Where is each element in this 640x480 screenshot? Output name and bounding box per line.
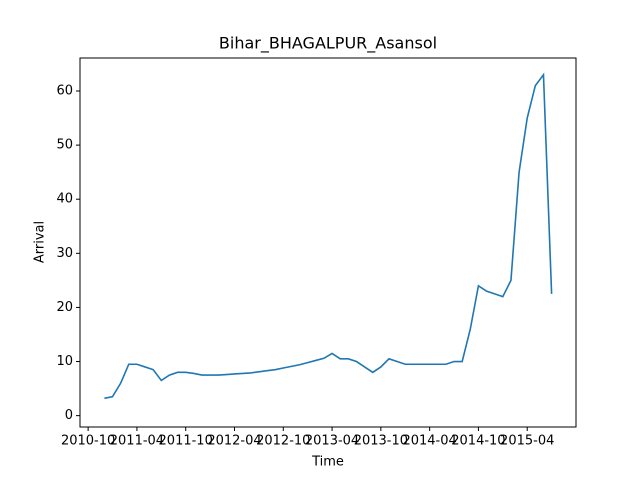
y-tick-label: 20 — [56, 300, 73, 315]
y-tick-label: 30 — [56, 246, 73, 261]
x-tick-label: 2014-04 — [402, 434, 456, 449]
x-tick-label: 2011-10 — [159, 434, 213, 449]
x-tick-label: 2010-10 — [61, 434, 115, 449]
data-line — [104, 72, 553, 400]
x-axis-label: Time — [311, 455, 344, 470]
y-tick-label: 40 — [56, 192, 73, 207]
y-axis-label: Arrival — [33, 221, 48, 263]
y-tick-label: 10 — [56, 354, 73, 369]
x-tick-label: 2014-10 — [451, 434, 505, 449]
x-tick-label: 2012-10 — [256, 434, 310, 449]
x-tick-label: 2012-04 — [207, 434, 261, 449]
y-tick-label: 50 — [56, 138, 73, 153]
x-tick-label: 2011-04 — [110, 434, 164, 449]
chart-title: Bihar_BHAGALPUR_Asansol — [219, 34, 437, 54]
plot-frame — [79, 57, 577, 428]
x-tick-label: 2013-04 — [305, 434, 359, 449]
x-tick-label: 2015-04 — [500, 434, 554, 449]
y-tick-label: 0 — [65, 408, 73, 423]
x-tick-label: 2013-10 — [354, 434, 408, 449]
y-tick-label: 60 — [56, 84, 73, 99]
